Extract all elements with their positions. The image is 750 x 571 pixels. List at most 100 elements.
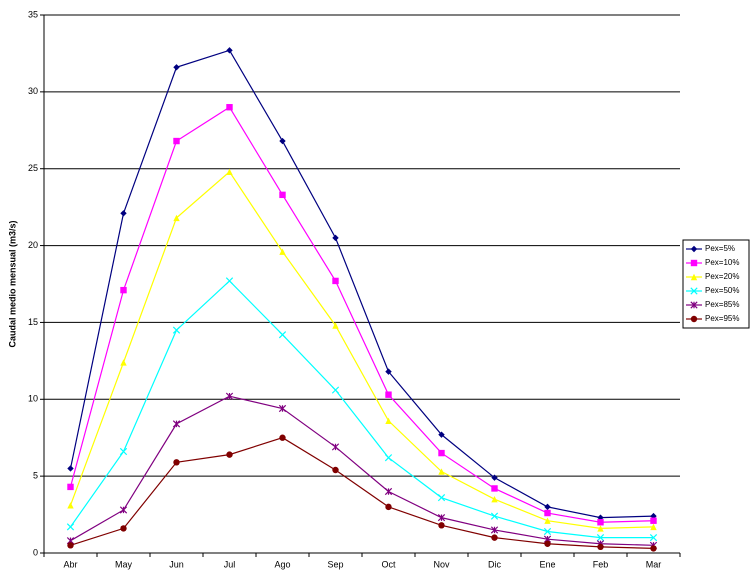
y-tick-label: 35	[28, 9, 38, 19]
marker	[690, 245, 698, 253]
x-tick-label: Ago	[274, 559, 290, 569]
marker	[650, 523, 657, 531]
marker	[437, 494, 446, 502]
marker	[331, 443, 340, 451]
marker	[491, 485, 498, 492]
y-tick-label: 0	[33, 547, 38, 557]
marker	[173, 459, 180, 466]
legend-label: Pex=20%	[705, 272, 739, 281]
series-line	[69, 106, 654, 523]
marker	[544, 540, 551, 547]
y-tick-label: 25	[28, 163, 38, 173]
x-tick-label: Feb	[593, 559, 609, 569]
marker	[690, 301, 698, 309]
marker	[279, 434, 286, 441]
series-line	[70, 280, 654, 539]
marker	[650, 517, 657, 524]
marker	[596, 534, 605, 542]
x-tick-label: Nov	[433, 559, 450, 569]
legend-box	[682, 239, 750, 329]
marker	[278, 331, 287, 339]
x-tick-label: Dic	[488, 559, 501, 569]
marker	[279, 137, 286, 145]
marker	[384, 487, 393, 496]
marker	[649, 534, 658, 542]
marker	[226, 168, 233, 175]
marker	[543, 527, 552, 536]
marker	[119, 506, 128, 514]
marker	[120, 210, 127, 217]
x-tick-label: May	[115, 559, 133, 569]
marker	[491, 534, 498, 541]
y-tick-label: 30	[28, 86, 38, 96]
marker	[225, 392, 234, 400]
marker	[120, 359, 127, 366]
y-tick-label: 15	[28, 317, 38, 327]
marker	[120, 525, 127, 532]
series-line	[69, 49, 654, 519]
y-tick-label: 5	[33, 471, 38, 481]
marker	[438, 431, 445, 438]
legend: Pex=5% Pex=10% Pex=20% Pex=50% Pex=85% Pex=95…	[682, 239, 750, 329]
marker	[544, 503, 551, 511]
marker	[67, 483, 74, 491]
marker	[279, 191, 286, 199]
marker	[544, 509, 551, 517]
marker	[597, 519, 604, 526]
legend-label: Pex=10%	[705, 258, 739, 267]
marker	[331, 386, 340, 394]
marker	[67, 542, 74, 549]
legend-label: Pex=5%	[705, 244, 735, 253]
x-tick-label: Jul	[224, 559, 236, 569]
marker	[438, 468, 445, 475]
marker	[650, 545, 657, 552]
series-line	[70, 437, 654, 549]
x-tick-label: Abr	[63, 559, 77, 569]
x-tick-label: Sep	[327, 559, 343, 569]
marker	[332, 234, 339, 242]
marker	[438, 449, 445, 457]
marker	[597, 525, 604, 532]
marker	[490, 526, 499, 534]
marker	[332, 277, 339, 285]
marker	[332, 322, 339, 329]
marker	[491, 496, 498, 503]
marker	[67, 465, 74, 472]
marker	[544, 517, 551, 524]
x-tick-label: Jun	[169, 559, 184, 569]
legend-label: Pex=95%	[705, 314, 739, 323]
marker	[690, 273, 698, 281]
legend-label: Pex=50%	[705, 286, 739, 295]
y-axis-label: Caudal medio mensual (m3/s)	[7, 220, 17, 347]
marker	[278, 404, 287, 413]
marker	[437, 514, 446, 522]
marker	[332, 466, 339, 474]
marker	[67, 502, 74, 509]
series-line	[70, 395, 654, 546]
y-tick-label: 10	[28, 394, 38, 404]
marker	[385, 391, 392, 398]
series-line	[69, 170, 654, 530]
marker	[385, 503, 392, 511]
marker	[385, 368, 392, 375]
marker	[173, 137, 180, 145]
marker	[225, 277, 234, 285]
marker	[490, 512, 499, 520]
marker	[226, 104, 233, 111]
marker	[690, 259, 698, 267]
legend-label: Pex=85%	[705, 300, 739, 309]
marker	[226, 47, 233, 54]
x-tick-label: Mar	[646, 559, 662, 569]
marker	[491, 474, 498, 481]
x-tick-label: Oct	[381, 559, 396, 569]
marker	[66, 523, 75, 531]
marker	[690, 315, 698, 323]
marker	[385, 417, 392, 425]
marker	[172, 420, 181, 428]
marker	[384, 454, 393, 462]
marker	[438, 522, 445, 529]
marker	[597, 543, 604, 551]
x-tick-label: Ene	[539, 559, 555, 569]
marker	[690, 287, 698, 295]
